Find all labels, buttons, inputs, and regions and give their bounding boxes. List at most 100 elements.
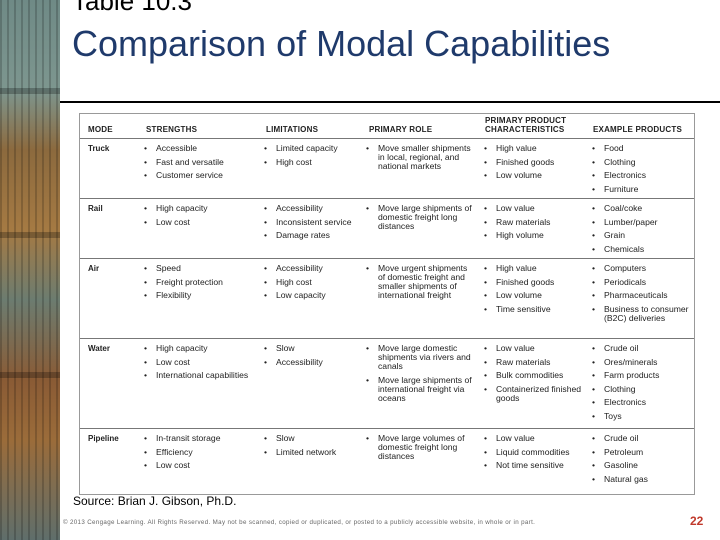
row-divider xyxy=(80,198,694,199)
list-item: Time sensitive xyxy=(482,304,584,314)
list-item: Business to consumer (B2C) deliveries xyxy=(590,304,690,323)
mode-label: Air xyxy=(88,264,100,273)
list-item: High volume xyxy=(482,231,584,241)
list-item: Accessibility xyxy=(262,204,358,214)
limitations-list: Limited capacity High cost xyxy=(262,144,358,171)
container-band xyxy=(0,372,60,378)
header-primary-role: PRIMARY ROLE xyxy=(369,125,433,134)
header-limitations: LIMITATIONS xyxy=(266,125,319,134)
strengths-list: Speed Freight protection Flexibility xyxy=(142,264,252,305)
list-item: Flexibility xyxy=(142,291,252,301)
list-item: Inconsistent service xyxy=(262,217,358,227)
product-characteristics-list: Low value Raw materials Bulk commodities Co… xyxy=(482,344,584,407)
list-item: Raw materials xyxy=(482,357,584,367)
primary-role-list: Move smaller shipments in local, regiona… xyxy=(364,144,474,176)
product-characteristics-list: High value Finished goods Low volume xyxy=(482,144,584,185)
list-item: Move large domestic shipments via rivers… xyxy=(364,344,474,371)
page-number: 22 xyxy=(690,514,704,528)
list-item: In-transit storage xyxy=(142,434,252,444)
header-mode: MODE xyxy=(88,125,113,134)
header-product-characteristics: PRIMARY PRODUCT CHARACTERISTICS xyxy=(485,116,567,134)
list-item: Not time sensitive xyxy=(482,461,584,471)
list-item: Move smaller shipments in local, regiona… xyxy=(364,144,474,171)
list-item: Chemicals xyxy=(590,244,690,254)
list-item: High cost xyxy=(262,157,358,167)
product-characteristics-list: High value Finished goods Low volume Time s… xyxy=(482,264,584,318)
list-item: Accessible xyxy=(142,144,252,154)
product-characteristics-list: Low value Raw materials High volume xyxy=(482,204,584,245)
list-item: Bulk commodities xyxy=(482,371,584,381)
list-item: Move large volumes of domestic freight l… xyxy=(364,434,474,461)
list-item: Food xyxy=(590,144,690,154)
product-characteristics-list: Low value Liquid commodities Not time sens… xyxy=(482,434,584,475)
list-item: Grain xyxy=(590,231,690,241)
list-item: Low capacity xyxy=(262,291,358,301)
list-item: Crude oil xyxy=(590,434,690,444)
list-item: Low value xyxy=(482,434,584,444)
header-example-products: EXAMPLE PRODUCTS xyxy=(593,125,682,134)
strengths-list: Accessible Fast and versatile Customer ser… xyxy=(142,144,252,185)
list-item: International capabilities xyxy=(142,371,252,381)
limitations-list: Slow Limited network xyxy=(262,434,358,461)
list-item: Move large shipments of international fr… xyxy=(364,375,474,403)
example-products-list: Computers Periodicals Pharmaceuticals Busin… xyxy=(590,264,690,327)
list-item: Toys xyxy=(590,411,690,421)
list-item: High value xyxy=(482,264,584,274)
limitations-list: Accessibility High cost Low capacity xyxy=(262,264,358,305)
list-item: Containerized finished goods xyxy=(482,384,584,403)
list-item: Freight protection xyxy=(142,277,252,287)
example-products-list: Crude oil Ores/minerals Farm products Cloth… xyxy=(590,344,690,425)
header-strengths: STRENGTHS xyxy=(146,125,198,134)
primary-role-list: Move large domestic shipments via rivers… xyxy=(364,344,474,407)
list-item: Fast and versatile xyxy=(142,157,252,167)
list-item: High cost xyxy=(262,277,358,287)
list-item: Speed xyxy=(142,264,252,274)
limitations-list: Slow Accessibility xyxy=(262,344,358,371)
list-item: Raw materials xyxy=(482,217,584,227)
list-item: Limited capacity xyxy=(262,144,358,154)
row-divider xyxy=(80,338,694,339)
source-note: Source: Brian J. Gibson, Ph.D. xyxy=(73,494,237,508)
list-item: High capacity xyxy=(142,344,252,354)
list-item: Coal/coke xyxy=(590,204,690,214)
primary-role-list: Move large shipments of domestic freight… xyxy=(364,204,474,236)
list-item: Low value xyxy=(482,344,584,354)
list-item: High capacity xyxy=(142,204,252,214)
list-item: Pharmaceuticals xyxy=(590,291,690,301)
list-item: Low value xyxy=(482,204,584,214)
primary-role-list: Move large volumes of domestic freight l… xyxy=(364,434,474,466)
list-item: Electronics xyxy=(590,398,690,408)
slide-title: Comparison of Modal Capabilities xyxy=(72,23,611,64)
limitations-list: Accessibility Inconsistent service Damage … xyxy=(262,204,358,245)
list-item: Electronics xyxy=(590,171,690,181)
list-item: Crude oil xyxy=(590,344,690,354)
copyright-notice: © 2013 Cengage Learning. All Rights Rese… xyxy=(63,519,536,526)
primary-role-list: Move urgent shipments of domestic freigh… xyxy=(364,264,474,305)
header-divider xyxy=(80,138,694,139)
list-item: Customer service xyxy=(142,171,252,181)
list-item: Damage rates xyxy=(262,231,358,241)
modal-comparison-table: MODE STRENGTHS LIMITATIONS PRIMARY ROLE … xyxy=(79,113,695,495)
list-item: Natural gas xyxy=(590,474,690,484)
list-item: Finished goods xyxy=(482,277,584,287)
list-item: Slow xyxy=(262,434,358,444)
mode-label: Truck xyxy=(88,144,110,153)
strengths-list: High capacity Low cost xyxy=(142,204,252,231)
list-item: Clothing xyxy=(590,157,690,167)
table-number: Table 10.3 xyxy=(72,0,192,16)
list-item: Periodicals xyxy=(590,277,690,287)
container-image-strip xyxy=(0,0,60,540)
list-item: Clothing xyxy=(590,384,690,394)
container-band xyxy=(0,232,60,238)
list-item: Move large shipments of domestic freight… xyxy=(364,204,474,231)
mode-label: Water xyxy=(88,344,110,353)
list-item: Low cost xyxy=(142,217,252,227)
list-item: Lumber/paper xyxy=(590,217,690,227)
example-products-list: Coal/coke Lumber/paper Grain Chemicals xyxy=(590,204,690,258)
strengths-list: High capacity Low cost International capab… xyxy=(142,344,252,385)
list-item: Low cost xyxy=(142,357,252,367)
list-item: High value xyxy=(482,144,584,154)
list-item: Slow xyxy=(262,344,358,354)
list-item: Limited network xyxy=(262,447,358,457)
list-item: Finished goods xyxy=(482,157,584,167)
